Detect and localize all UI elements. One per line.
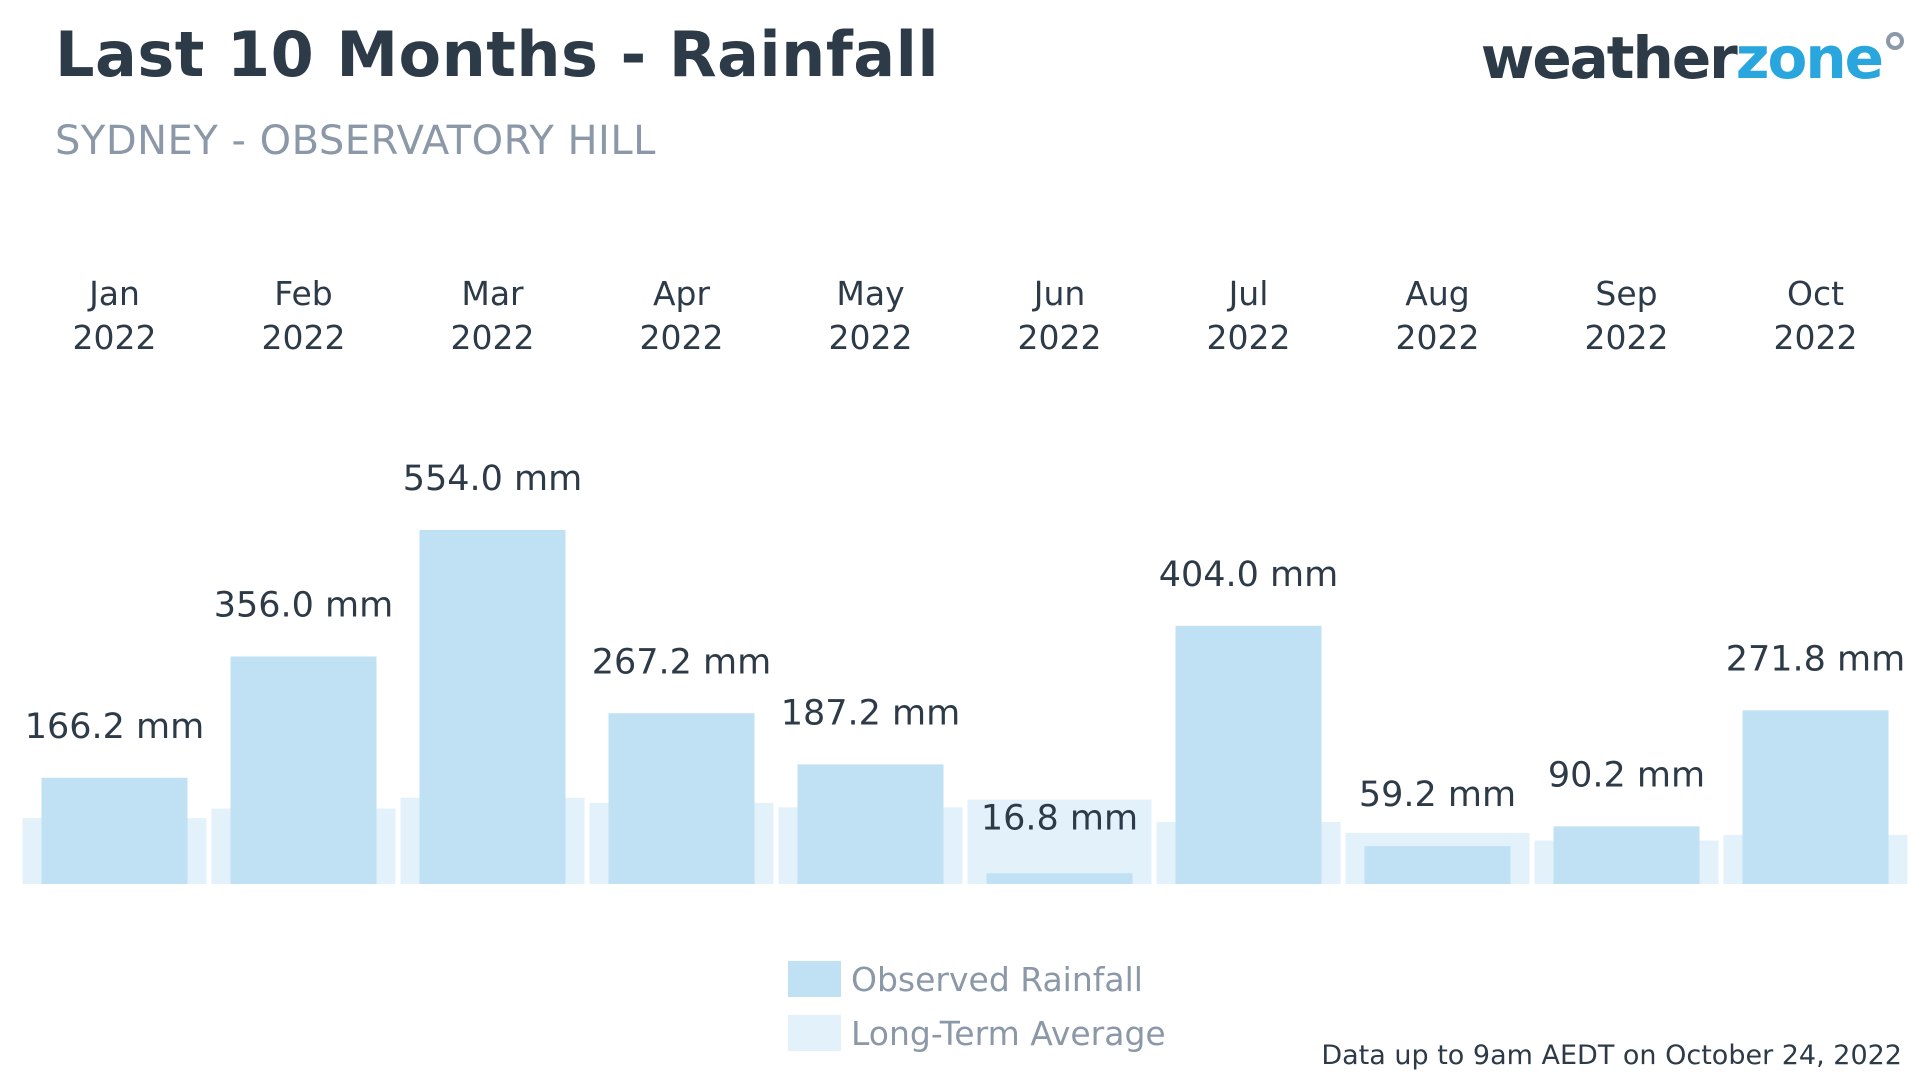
- value-label-sep: 90.2 mm: [1548, 755, 1705, 795]
- year-label-oct: 2022: [1774, 318, 1858, 357]
- month-label-jan: Jan: [87, 274, 140, 313]
- observed-bar-oct: [1742, 710, 1889, 884]
- data-timestamp: Data up to 9am AEDT on October 24, 2022: [1321, 1040, 1902, 1071]
- year-label-sep: 2022: [1585, 318, 1669, 357]
- month-label-jul: Jul: [1227, 274, 1269, 313]
- legend-swatch-observed: [788, 961, 841, 997]
- observed-bar-jun: [986, 873, 1133, 884]
- chart-legend: Observed Rainfall Long-Term Average: [788, 952, 1166, 1060]
- month-label-apr: Apr: [653, 274, 711, 313]
- chart-title: Last 10 Months - Rainfall: [55, 18, 940, 91]
- value-label-apr: 267.2 mm: [592, 642, 772, 682]
- legend-item-average: Long-Term Average: [788, 1006, 1166, 1060]
- observed-bar-apr: [608, 713, 755, 884]
- observed-bar-mar: [419, 530, 566, 884]
- year-label-feb: 2022: [262, 318, 346, 357]
- month-label-mar: Mar: [461, 274, 524, 313]
- value-label-oct: 271.8 mm: [1726, 639, 1906, 679]
- observed-bar-feb: [230, 656, 377, 884]
- value-label-jul: 404.0 mm: [1159, 555, 1339, 595]
- year-label-jul: 2022: [1207, 318, 1291, 357]
- value-label-mar: 554.0 mm: [403, 459, 583, 499]
- month-label-sep: Sep: [1595, 274, 1657, 313]
- value-label-jun: 16.8 mm: [981, 799, 1138, 839]
- value-label-feb: 356.0 mm: [214, 586, 394, 626]
- logo-text-zone: zone: [1735, 24, 1884, 92]
- month-label-aug: Aug: [1405, 274, 1469, 313]
- legend-item-observed: Observed Rainfall: [788, 952, 1166, 1006]
- observed-bar-jan: [41, 777, 188, 884]
- year-label-apr: 2022: [640, 318, 724, 357]
- month-label-feb: Feb: [274, 274, 332, 313]
- month-label-may: May: [836, 274, 904, 313]
- chart-subtitle: SYDNEY - OBSERVATORY HILL: [55, 118, 656, 164]
- observed-bar-aug: [1364, 846, 1511, 884]
- degree-icon: [1886, 32, 1904, 50]
- observed-bar-may: [797, 764, 944, 884]
- weatherzone-logo: weather zone: [1481, 24, 1904, 92]
- observed-bar-sep: [1553, 826, 1700, 884]
- value-label-aug: 59.2 mm: [1359, 775, 1516, 815]
- logo-text-weather: weather: [1480, 24, 1738, 92]
- average-bar-jun: [967, 799, 1152, 884]
- month-label-oct: Oct: [1787, 274, 1844, 313]
- year-label-mar: 2022: [451, 318, 535, 357]
- value-label-may: 187.2 mm: [781, 693, 961, 733]
- value-label-jan: 166.2 mm: [25, 707, 205, 747]
- year-label-jun: 2022: [1018, 318, 1102, 357]
- legend-label-average: Long-Term Average: [851, 1013, 1166, 1053]
- year-label-aug: 2022: [1396, 318, 1480, 357]
- month-label-jun: Jun: [1032, 274, 1086, 313]
- legend-swatch-average: [788, 1015, 841, 1051]
- year-label-may: 2022: [829, 318, 913, 357]
- legend-label-observed: Observed Rainfall: [851, 959, 1143, 999]
- year-label-jan: 2022: [73, 318, 157, 357]
- observed-bar-jul: [1175, 625, 1322, 884]
